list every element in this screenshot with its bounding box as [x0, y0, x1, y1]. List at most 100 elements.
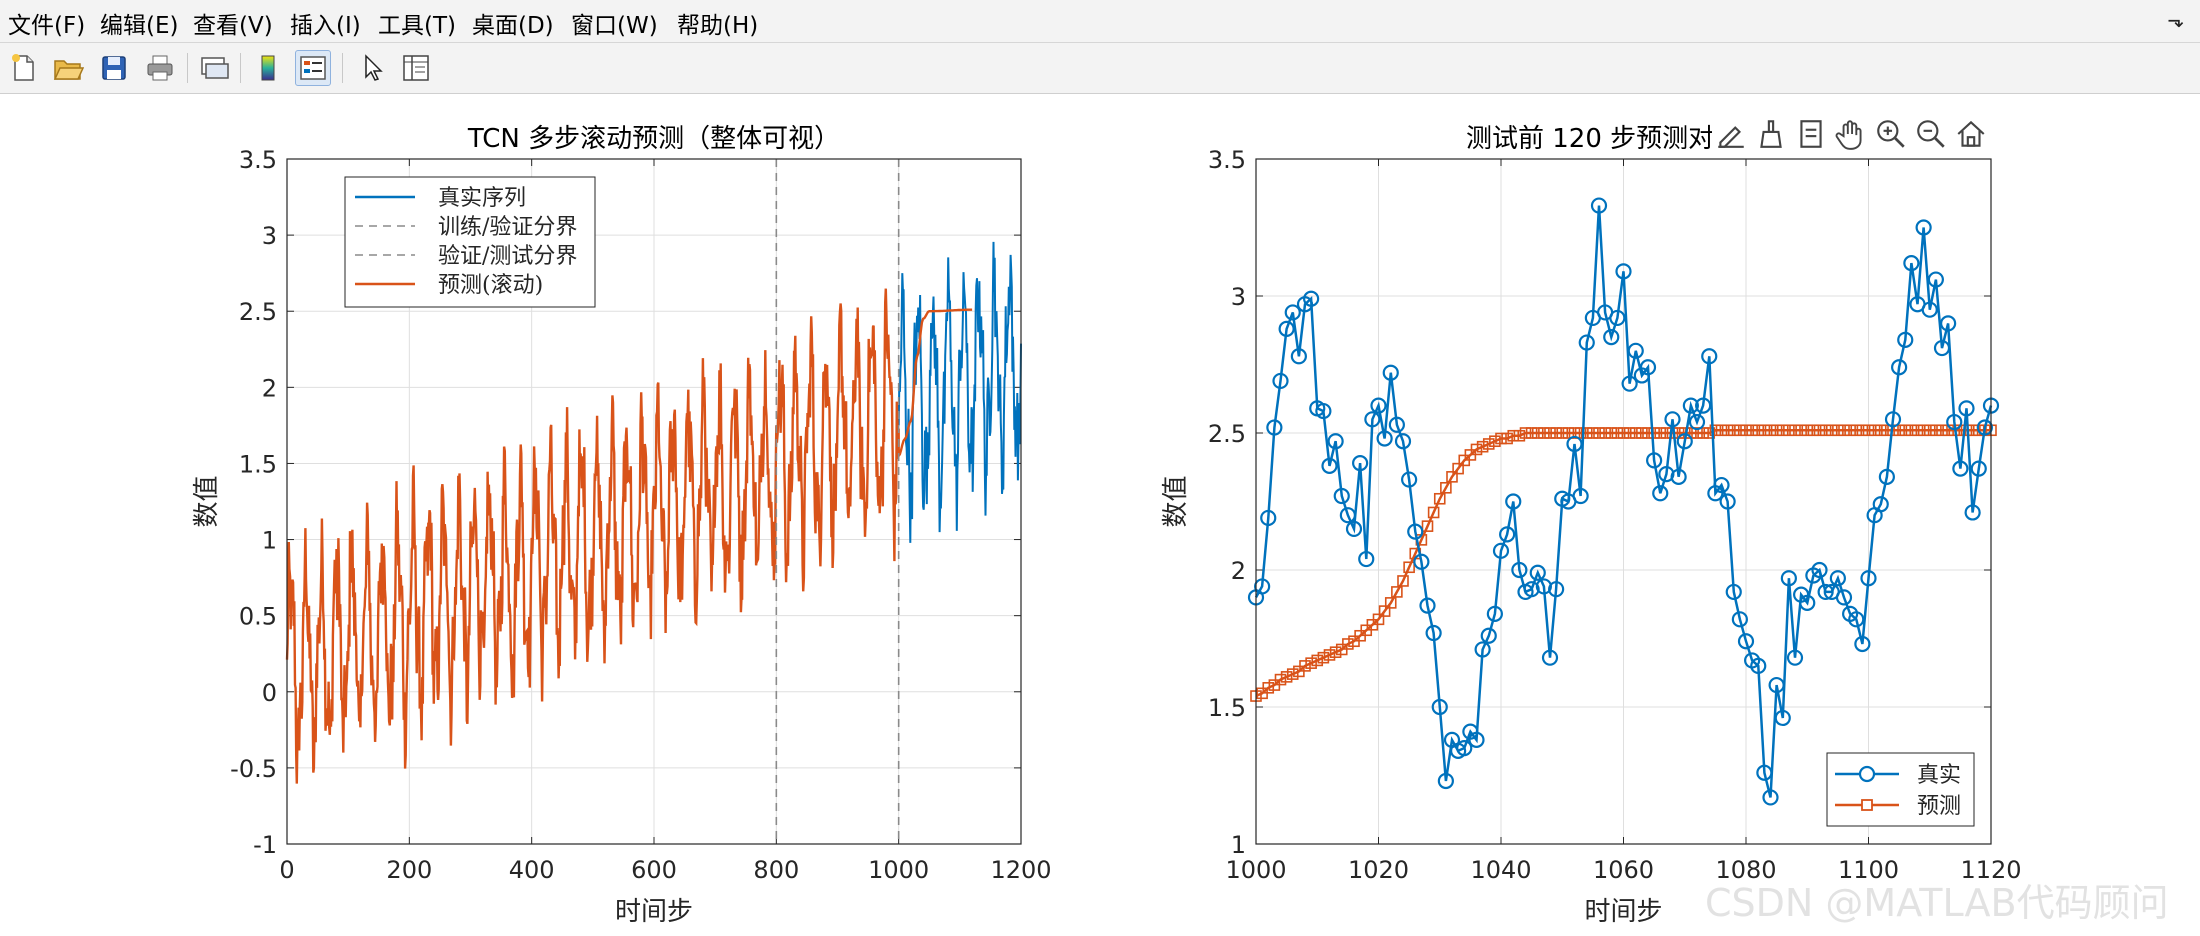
true-marker: [1333, 487, 1350, 505]
prediction-marker: [1384, 597, 1397, 609]
true-marker: [1940, 315, 1957, 332]
true-marker: [1860, 570, 1877, 587]
prediction-marker: [1403, 561, 1415, 574]
prediction-marker: [1617, 427, 1630, 439]
true-marker: [1701, 348, 1718, 365]
prediction-marker: [1770, 424, 1783, 437]
x-axis-label: 时间步: [1584, 897, 1662, 927]
menu-insert[interactable]: 插入(I): [290, 13, 361, 39]
prediction-marker: [1519, 427, 1532, 439]
pan-icon[interactable]: [1832, 114, 1870, 154]
true-marker: [1572, 487, 1589, 505]
y-tick-label: 1.5: [1208, 694, 1246, 722]
y-tick-label: 0.5: [239, 603, 277, 631]
prediction-marker: [1697, 427, 1709, 439]
prediction-marker: [1305, 657, 1317, 669]
prediction-marker: [1703, 427, 1716, 439]
true-marker: [1609, 309, 1626, 327]
data-brush-icon[interactable]: [1752, 114, 1790, 154]
true-marker: [1364, 411, 1381, 428]
y-tick-label: 3: [262, 222, 277, 250]
menu-desktop[interactable]: 桌面(D): [472, 13, 554, 39]
true-marker: [1486, 605, 1503, 622]
menu-tools[interactable]: 工具(T): [378, 13, 456, 39]
true-marker: [1737, 633, 1755, 650]
prediction-marker: [1715, 424, 1728, 437]
zoom-in-icon[interactable]: [1872, 114, 1910, 154]
legend-box[interactable]: [1826, 752, 1975, 827]
figure-svg: 0 200 400 600 800 1000 1200 -1 -0.5 0 0.5 1 1.5 2 2.5 3…: [192, 124, 2022, 927]
prediction-marker: [1489, 435, 1501, 448]
prediction-marker: [1819, 424, 1832, 437]
true-marker: [1970, 460, 1987, 477]
legend-box[interactable]: [344, 176, 596, 308]
y-tick-label: 2: [262, 374, 277, 402]
new-figure-icon[interactable]: [5, 50, 41, 86]
prediction-marker: [1734, 424, 1746, 437]
prediction-marker: [1721, 424, 1734, 437]
true-marker: [1254, 578, 1271, 595]
true-marker: [1327, 433, 1344, 450]
true-marker: [1927, 271, 1944, 288]
prediction-marker: [1813, 424, 1826, 437]
prediction-marker: [1764, 424, 1777, 437]
link-plot-icon[interactable]: [196, 50, 232, 86]
prediction-marker: [1427, 506, 1440, 519]
x-tick-label: 1000: [1225, 856, 1286, 884]
prediction-marker: [1391, 586, 1403, 598]
prediction-marker: [1746, 424, 1758, 437]
true-marker: [1394, 433, 1412, 450]
menu-help[interactable]: 帮助(H): [677, 13, 759, 39]
true-marker: [1425, 624, 1442, 642]
prediction-marker: [1709, 424, 1722, 437]
prediction-marker: [1795, 424, 1807, 437]
prediction-marker: [1280, 671, 1293, 683]
prediction-marker: [1299, 660, 1311, 672]
insert-legend-icon[interactable]: [295, 50, 331, 86]
menu-view[interactable]: 查看(V): [193, 13, 273, 39]
menu-window[interactable]: 窗口(W): [571, 13, 658, 39]
open-file-icon[interactable]: [50, 50, 86, 86]
x-axis-label: 时间步: [615, 897, 693, 927]
true-marker: [1958, 400, 1975, 417]
true-marker: [1321, 457, 1338, 474]
true-marker: [1511, 561, 1528, 579]
x-tick-label: 1200: [990, 856, 1051, 884]
x-tick-label: 1020: [1348, 856, 1409, 884]
prediction-marker: [1342, 638, 1354, 650]
true-marker: [1688, 413, 1706, 431]
prediction-marker: [1930, 424, 1942, 437]
legend-label: 预测(滚动): [438, 273, 543, 298]
prediction-marker: [1899, 424, 1912, 437]
insert-colorbar-icon[interactable]: [250, 50, 286, 86]
true-marker: [1646, 452, 1663, 469]
y-tick-label: 3.5: [1208, 146, 1246, 174]
save-icon[interactable]: [96, 50, 132, 86]
menu-file[interactable]: 文件(F): [8, 13, 86, 39]
prediction-marker: [1482, 438, 1495, 450]
menu-edit[interactable]: 编辑(E): [100, 13, 179, 39]
property-inspector-icon[interactable]: [398, 50, 434, 86]
prediction-marker: [1378, 605, 1391, 617]
true-marker: [1756, 764, 1773, 781]
prediction-marker: [1758, 424, 1771, 437]
brush-edit-icon[interactable]: [1712, 114, 1750, 154]
prediction-marker: [1850, 424, 1863, 437]
data-tips-icon[interactable]: [1792, 114, 1830, 154]
x-tick-label: 1080: [1715, 856, 1776, 884]
legend-label: 真实: [1917, 763, 1961, 788]
true-marker: [1854, 635, 1871, 653]
restore-view-icon[interactable]: [1952, 114, 1990, 154]
zoom-out-icon[interactable]: [1912, 114, 1950, 154]
true-marker: [1492, 542, 1510, 559]
prediction-marker: [1397, 575, 1409, 587]
dock-arrow-icon[interactable]: ⬎: [2167, 8, 2184, 32]
watermark: CSDN @MATLAB代码顾问: [1705, 881, 2169, 925]
pointer-icon[interactable]: [354, 50, 390, 86]
true-marker: [1468, 731, 1485, 748]
true-marker: [1676, 433, 1693, 450]
true-series-line: [1254, 205, 1993, 798]
true-marker: [1621, 375, 1638, 392]
print-icon[interactable]: [142, 50, 178, 86]
prediction-marker: [1648, 427, 1660, 439]
